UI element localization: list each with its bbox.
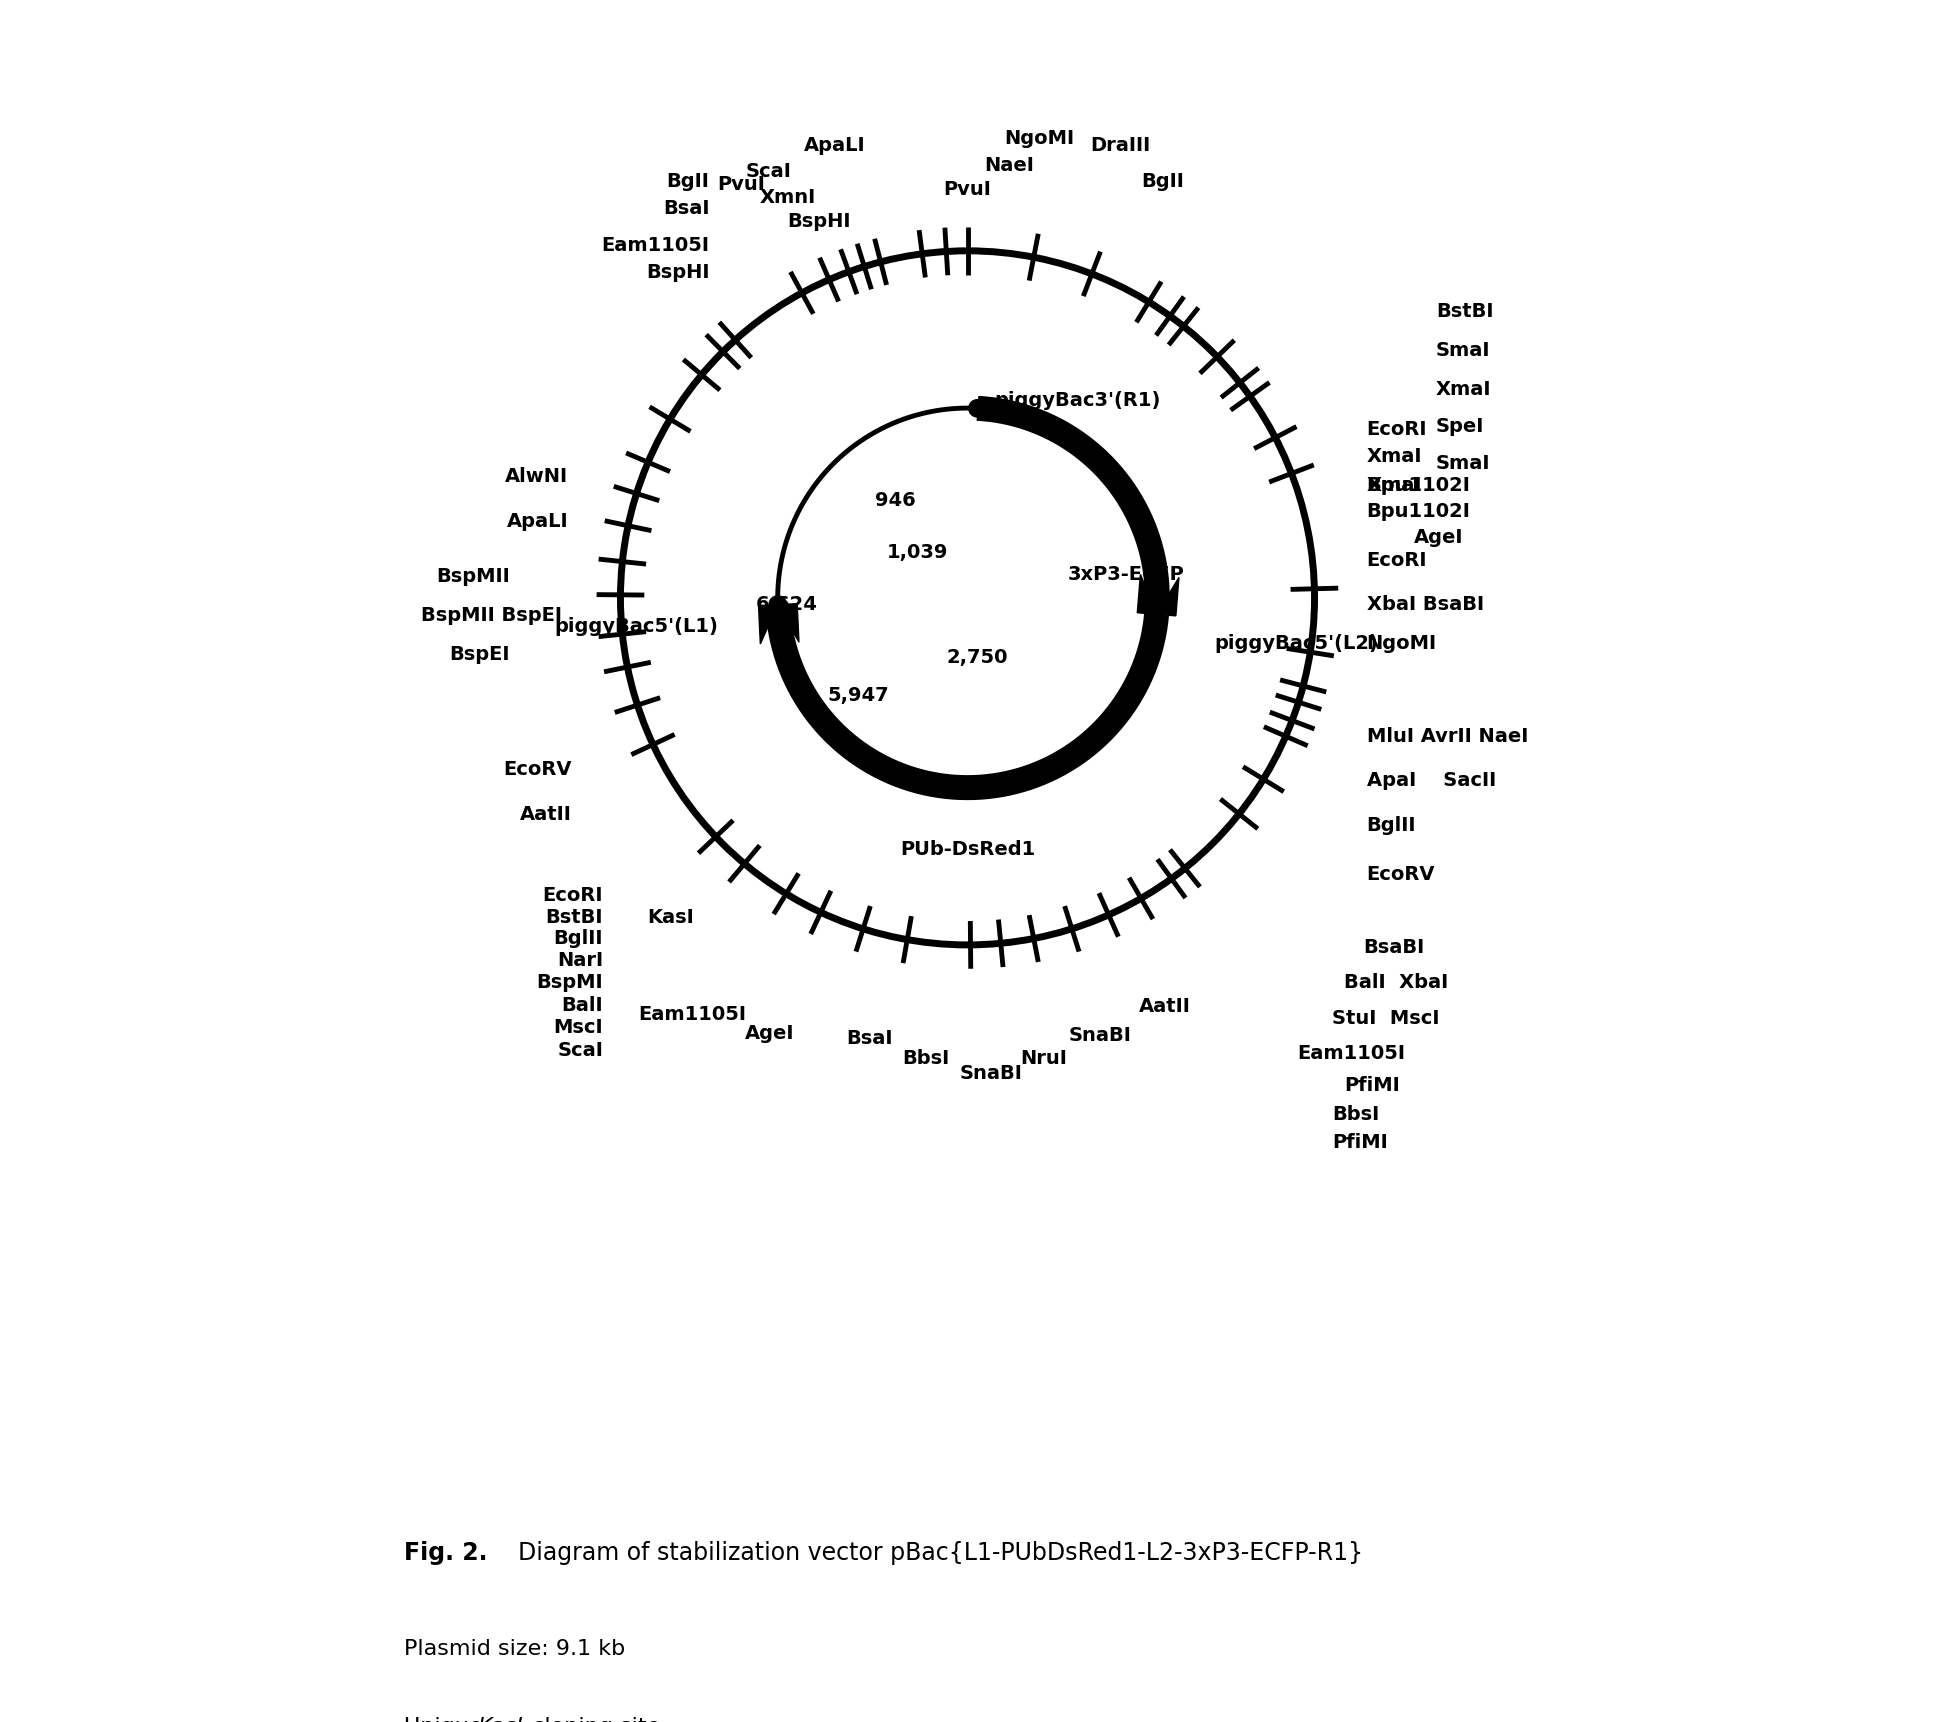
Circle shape xyxy=(1147,606,1165,623)
Text: Diagram of stabilization vector pBac{L1-PUbDsRed1-L2-3xP3-ECFP-R1}: Diagram of stabilization vector pBac{L1-… xyxy=(503,1541,1364,1565)
Text: PvuI: PvuI xyxy=(716,176,764,195)
Text: ApaLI: ApaLI xyxy=(805,136,867,155)
Text: 2,750: 2,750 xyxy=(946,647,1008,666)
Text: DraIII: DraIII xyxy=(1089,136,1151,155)
Text: ScaI: ScaI xyxy=(745,162,791,181)
Text: 6,624: 6,624 xyxy=(757,594,819,613)
Text: SnaBI: SnaBI xyxy=(1068,1026,1132,1045)
Text: MscI: MscI xyxy=(553,1018,604,1037)
Text: Fig. 2.: Fig. 2. xyxy=(404,1541,488,1565)
Text: NaeI: NaeI xyxy=(983,157,1033,176)
Text: BalI  XbaI: BalI XbaI xyxy=(1343,973,1447,992)
Text: NgoMI: NgoMI xyxy=(1366,634,1436,653)
Text: XmaI: XmaI xyxy=(1436,381,1492,400)
Text: BsaI: BsaI xyxy=(848,1030,894,1049)
Text: Bpu1102I: Bpu1102I xyxy=(1366,501,1471,520)
Text: AatII: AatII xyxy=(521,806,571,825)
Text: NarI: NarI xyxy=(557,951,604,969)
Text: BspMI: BspMI xyxy=(536,973,604,992)
Text: Eam1105I: Eam1105I xyxy=(602,236,710,255)
Text: BbsI: BbsI xyxy=(1331,1104,1380,1123)
Text: MluI AvrII NaeI: MluI AvrII NaeI xyxy=(1366,727,1529,746)
Text: NruI: NruI xyxy=(1020,1049,1066,1068)
Text: AatII: AatII xyxy=(1140,997,1190,1016)
Text: PUb-DsRed1: PUb-DsRed1 xyxy=(900,840,1035,859)
Text: SmaI: SmaI xyxy=(1436,455,1490,474)
Text: ScaI: ScaI xyxy=(557,1040,604,1059)
Text: BgII: BgII xyxy=(1142,172,1184,191)
Text: 1,039: 1,039 xyxy=(886,542,948,561)
Circle shape xyxy=(969,400,987,417)
Text: Eam1105I: Eam1105I xyxy=(1296,1044,1405,1062)
Text: SnaBI: SnaBI xyxy=(960,1064,1024,1083)
Text: XmaI: XmaI xyxy=(1366,448,1422,467)
Text: EcoRI: EcoRI xyxy=(1366,420,1428,439)
Text: piggyBac3'(R1): piggyBac3'(R1) xyxy=(995,391,1161,410)
Text: NgoMI: NgoMI xyxy=(1004,129,1074,148)
Text: ApaI    SacII: ApaI SacII xyxy=(1366,770,1496,790)
Text: BglII: BglII xyxy=(1366,816,1416,835)
Text: PvuI: PvuI xyxy=(944,179,991,198)
Text: cloning site: cloning site xyxy=(524,1717,660,1722)
Text: BgII: BgII xyxy=(666,172,710,191)
Text: BglII: BglII xyxy=(553,928,604,947)
Text: PfiMI: PfiMI xyxy=(1343,1076,1399,1095)
Text: BsaBI: BsaBI xyxy=(1364,937,1424,956)
Text: EcoRI: EcoRI xyxy=(542,885,604,904)
Text: 3xP3-ECFP: 3xP3-ECFP xyxy=(1068,565,1184,584)
Text: XmaI: XmaI xyxy=(1366,475,1422,494)
Text: SpeI: SpeI xyxy=(1436,417,1484,436)
FancyArrow shape xyxy=(759,604,799,644)
Text: BspHI: BspHI xyxy=(788,212,849,231)
Text: XmnI: XmnI xyxy=(759,188,817,207)
Text: AlwNI: AlwNI xyxy=(505,467,569,486)
Text: ApaLI: ApaLI xyxy=(507,513,569,532)
Text: StuI  MscI: StuI MscI xyxy=(1331,1009,1440,1028)
Text: EcoRV: EcoRV xyxy=(1366,864,1436,883)
Text: Plasmid size: 9.1 kb: Plasmid size: 9.1 kb xyxy=(404,1639,625,1658)
Text: Eam1105I: Eam1105I xyxy=(639,1004,747,1023)
Text: BalI: BalI xyxy=(561,995,604,1016)
Text: piggyBac5'(L2): piggyBac5'(L2) xyxy=(1215,634,1378,653)
Text: BstBI: BstBI xyxy=(546,907,604,926)
Circle shape xyxy=(768,596,786,613)
Text: 946: 946 xyxy=(875,491,915,510)
Text: Bpu1102I: Bpu1102I xyxy=(1366,475,1471,494)
Text: SmaI: SmaI xyxy=(1436,341,1490,360)
Text: BspMII: BspMII xyxy=(435,567,509,585)
Text: 5,947: 5,947 xyxy=(828,685,890,704)
Text: BspEI: BspEI xyxy=(449,644,509,663)
Text: XbaI BsaBI: XbaI BsaBI xyxy=(1366,594,1484,613)
Text: AgeI: AgeI xyxy=(1414,527,1463,546)
Text: AgeI: AgeI xyxy=(745,1025,793,1044)
Text: PfiMI: PfiMI xyxy=(1331,1133,1387,1152)
Text: BspHI: BspHI xyxy=(646,263,710,282)
Text: piggyBac5'(L1): piggyBac5'(L1) xyxy=(553,616,718,635)
Text: Unique: Unique xyxy=(404,1717,490,1722)
Text: BspMII BspEI: BspMII BspEI xyxy=(422,606,561,625)
Text: KasI: KasI xyxy=(648,907,695,926)
Text: KasI: KasI xyxy=(478,1717,522,1722)
Text: EcoRV: EcoRV xyxy=(503,759,571,778)
FancyArrow shape xyxy=(1138,575,1178,616)
Text: EcoRI: EcoRI xyxy=(1366,551,1428,570)
Text: BstBI: BstBI xyxy=(1436,301,1494,320)
Text: BbsI: BbsI xyxy=(902,1049,950,1068)
Text: BsaI: BsaI xyxy=(664,200,710,219)
